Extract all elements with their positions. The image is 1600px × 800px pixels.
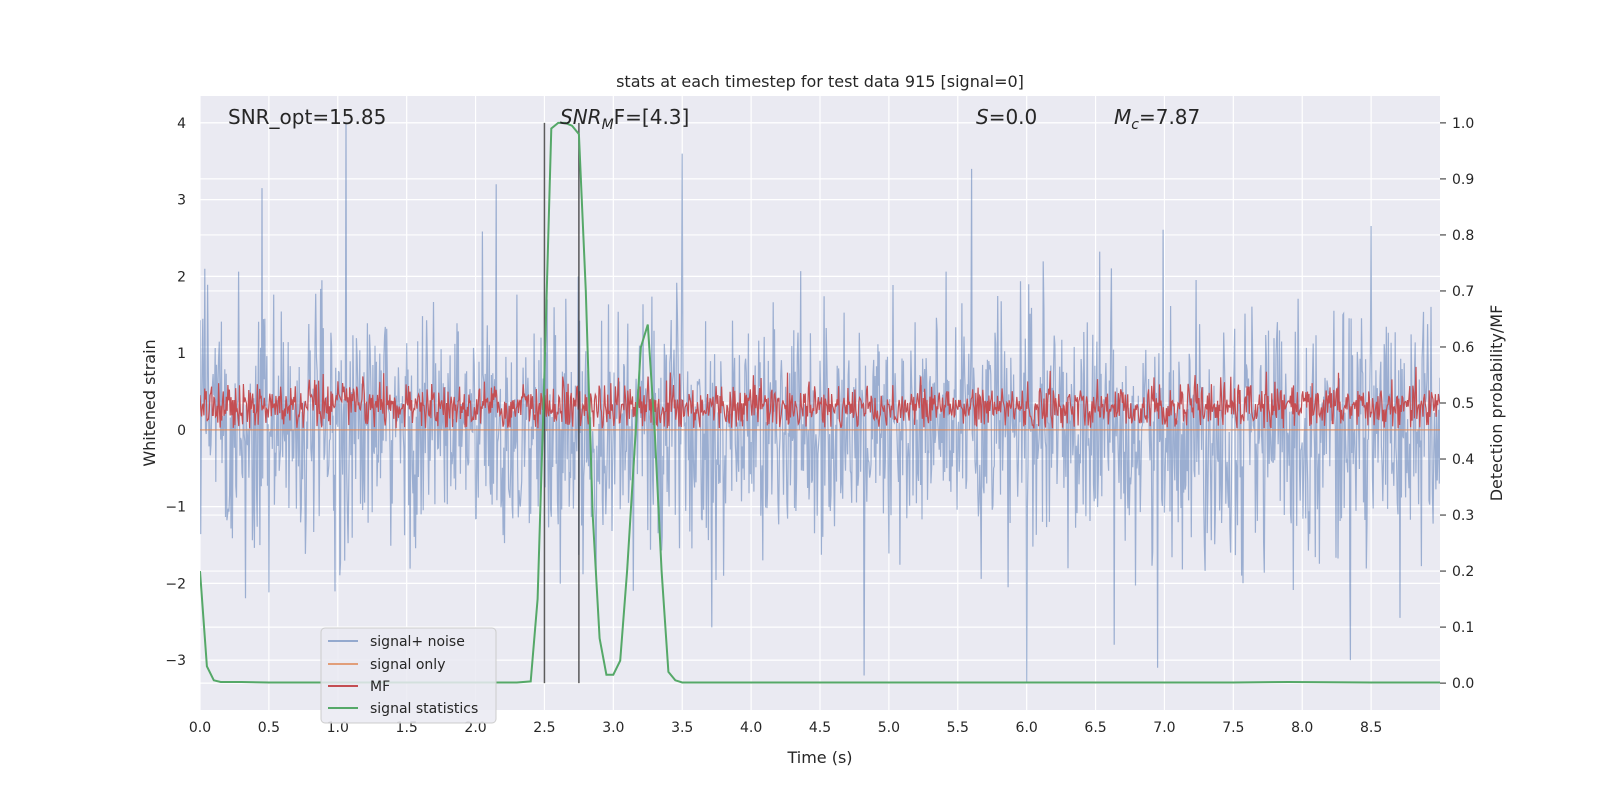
right-y-tick-label: 1.0 — [1452, 116, 1474, 132]
right-y-axis-ticks: 1.0 0.9 0.8 0.7 0.6 0.5 0.4 0.3 0.2 0.1 0.0 — [1440, 116, 1474, 692]
y-axis-ticks: 4 3 2 1 0 −1 −2 −3 — [165, 116, 186, 669]
y-tick-label: 3 — [177, 193, 186, 209]
series-mf — [200, 366, 1440, 429]
right-y-tick-label: 0.3 — [1452, 508, 1474, 524]
x-tick-label: 4.5 — [809, 720, 831, 736]
legend-label-mf: MF — [370, 679, 390, 695]
x-tick-label: 2.5 — [533, 720, 555, 736]
annotation-mc: Mc=7.87 — [1114, 105, 1200, 133]
annotation-snr-opt: SNR_opt=15.85 — [228, 105, 386, 129]
y-tick-label: 2 — [177, 269, 186, 285]
x-tick-label: 0.0 — [189, 720, 211, 736]
x-tick-label: 6.0 — [1016, 720, 1038, 736]
right-y-tick-label: 0.7 — [1452, 284, 1474, 300]
series-signal-noise — [200, 122, 1440, 684]
y-tick-label: −3 — [165, 653, 186, 669]
right-y-tick-label: 0.8 — [1452, 228, 1474, 244]
annotation-s: S=0.0 — [976, 105, 1037, 129]
x-tick-label: 4.0 — [740, 720, 762, 736]
x-axis-ticks: 0.0 0.5 1.0 1.5 2.0 2.5 3.0 3.5 4.0 4.5 5.0 5.5 6.0 6… — [189, 720, 1382, 736]
x-tick-label: 3.0 — [602, 720, 624, 736]
x-tick-label: 1.5 — [396, 720, 418, 736]
right-y-tick-label: 0.9 — [1452, 172, 1474, 188]
y-tick-label: 4 — [177, 116, 186, 132]
x-tick-label: 1.0 — [327, 720, 349, 736]
right-y-tick-label: 0.0 — [1452, 676, 1474, 692]
x-tick-label: 5.5 — [947, 720, 969, 736]
right-y-axis-label: Detection probability/MF — [1487, 305, 1506, 502]
x-tick-label: 2.0 — [464, 720, 486, 736]
legend: signal+ noise signal only MF signal stat… — [320, 627, 497, 724]
right-y-tick-label: 0.6 — [1452, 340, 1474, 356]
x-tick-label: 7.5 — [1222, 720, 1244, 736]
x-tick-label: 8.5 — [1360, 720, 1382, 736]
chart-title: stats at each timestep for test data 915… — [616, 72, 1024, 91]
y-axis-label: Whitened strain — [140, 339, 159, 466]
legend-label-signal-noise: signal+ noise — [370, 634, 465, 650]
right-y-tick-label: 0.1 — [1452, 620, 1474, 636]
x-tick-label: 6.5 — [1084, 720, 1106, 736]
x-tick-label: 3.5 — [671, 720, 693, 736]
x-tick-label: 5.0 — [878, 720, 900, 736]
x-axis-label: Time (s) — [786, 748, 852, 767]
right-y-tick-label: 0.4 — [1452, 452, 1474, 468]
y-tick-label: 0 — [177, 423, 186, 439]
x-tick-label: 0.5 — [258, 720, 280, 736]
y-tick-label: −1 — [165, 500, 186, 516]
x-tick-label: 7.0 — [1153, 720, 1175, 736]
right-y-tick-label: 0.5 — [1452, 396, 1474, 412]
legend-label-signal-statistics: signal statistics — [370, 701, 478, 717]
y-tick-label: −2 — [165, 576, 186, 592]
right-y-tick-label: 0.2 — [1452, 564, 1474, 580]
legend-label-signal-only: signal only — [370, 657, 445, 673]
x-tick-label: 8.0 — [1291, 720, 1313, 736]
y-tick-label: 1 — [177, 346, 186, 362]
legend-box — [320, 627, 497, 724]
annotation-snr-mf: SNRMF=[4.3] — [560, 105, 689, 133]
